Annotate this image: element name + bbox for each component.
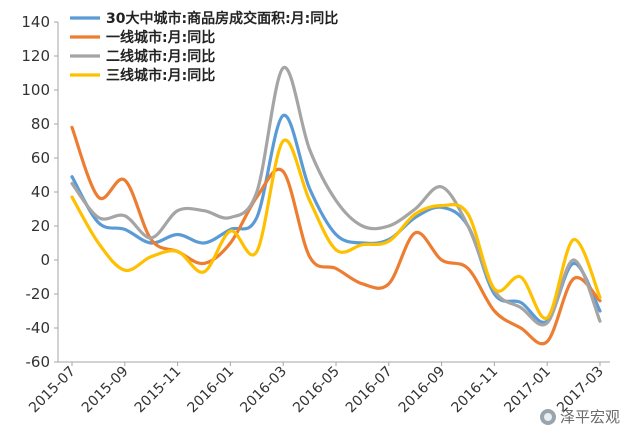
- y-tick-label: 100: [21, 81, 50, 99]
- series-line-4: [70, 138, 602, 320]
- x-tick-label: 2015-11: [132, 364, 185, 417]
- x-tick-label: 2016-05: [290, 364, 343, 417]
- x-tick-label: 2015-07: [26, 364, 79, 417]
- y-tick-label: 140: [21, 13, 50, 31]
- y-tick-label: 60: [31, 149, 50, 167]
- y-tick-label: -20: [26, 285, 51, 303]
- y-tick-label: -40: [26, 319, 51, 337]
- legend-label-1: 30大中城市:商品房成交面积:月:同比: [106, 10, 338, 27]
- series-lines: [70, 66, 602, 346]
- legend-label-4: 三线城市:月:同比: [106, 67, 215, 84]
- y-tick-label: -60: [26, 353, 51, 371]
- x-tick-label: 2016-03: [237, 364, 290, 417]
- y-tick-label: 0: [40, 251, 50, 269]
- x-tick-label: 2016-07: [343, 364, 396, 417]
- x-tick-label: 2016-01: [185, 364, 238, 417]
- x-tick-label: 2016-09: [396, 364, 449, 417]
- chart-legend: 30大中城市:商品房成交面积:月:同比一线城市:月:同比二线城市:月:同比三线城…: [70, 10, 338, 84]
- legend-label-3: 二线城市:月:同比: [106, 48, 215, 65]
- series-line-3: [70, 66, 602, 327]
- y-tick-label: 80: [31, 115, 50, 133]
- wechat-icon: [539, 408, 556, 425]
- y-tick-label: 20: [31, 217, 50, 235]
- watermark: 泽平宏观: [539, 406, 620, 427]
- legend-label-2: 一线城市:月:同比: [106, 29, 215, 46]
- y-tick-label: 40: [31, 183, 50, 201]
- x-tick-label: 2016-11: [449, 364, 502, 417]
- x-tick-label: 2015-09: [79, 364, 132, 417]
- series-line-1: [70, 113, 602, 325]
- y-tick-label: 120: [21, 47, 50, 65]
- watermark-text: 泽平宏观: [559, 408, 620, 426]
- series-line-2: [70, 125, 602, 346]
